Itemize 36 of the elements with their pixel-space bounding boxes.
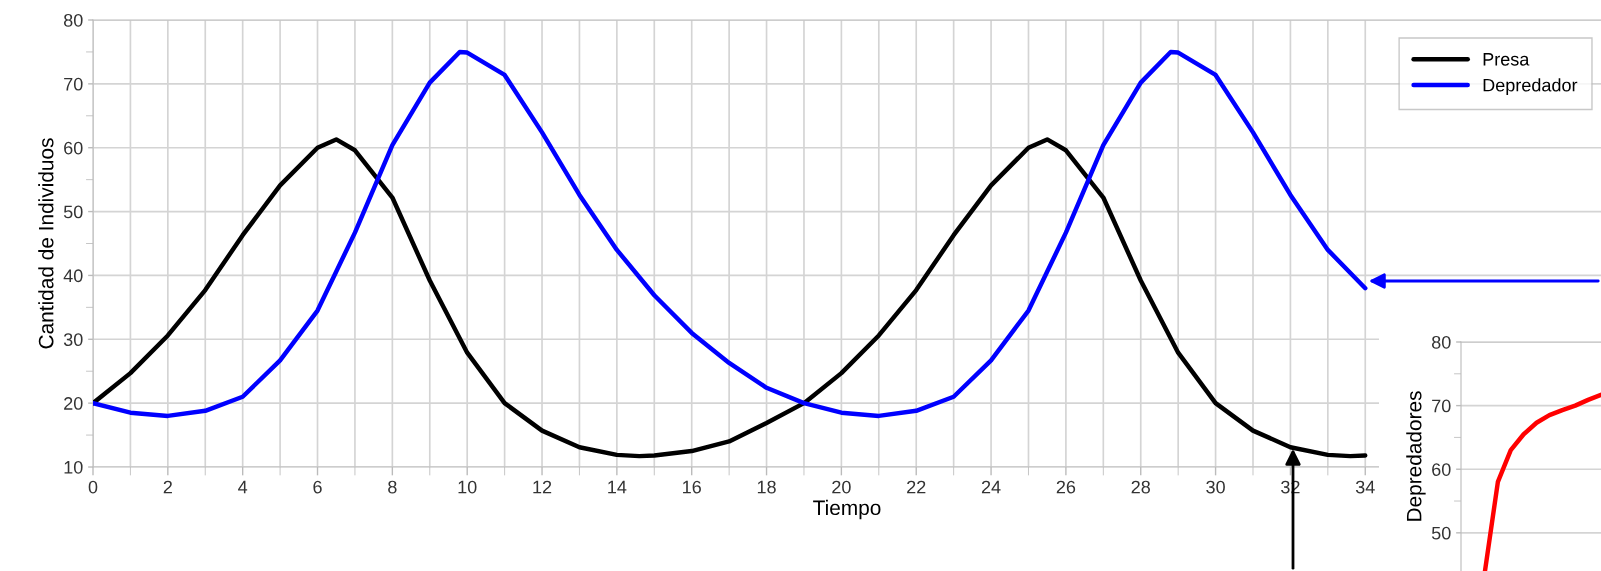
x-tick-label: 28	[1131, 480, 1150, 494]
y-tick-label: 70	[1432, 399, 1451, 413]
y-tick-label: 60	[1432, 463, 1451, 476]
legend-label: Depredador	[1483, 78, 1578, 96]
legend-label: Presa	[1483, 53, 1530, 66]
x-tick-label: 20	[832, 480, 851, 494]
line-series	[1482, 392, 1601, 571]
x-tick-label: 30	[1206, 480, 1225, 494]
y-tick-label: 30	[63, 333, 83, 347]
x-tick-label: 24	[981, 480, 1001, 494]
y-tick-label: 10	[64, 460, 83, 474]
y-tick-label: 40	[63, 269, 83, 283]
x-tick-label: 14	[608, 480, 627, 494]
y-axis-title: Cantidad de Individuos	[38, 138, 54, 349]
y-axis-title: Depredadores	[1406, 391, 1426, 521]
x-tick-label: 12	[533, 480, 552, 494]
x-tick-label: 8	[388, 480, 397, 494]
x-tick-label: 6	[313, 480, 322, 494]
y-tick-label: 50	[1431, 526, 1451, 540]
x-tick-label: 2	[163, 480, 172, 494]
y-tick-label: 80	[63, 13, 83, 27]
y-tick-label: 60	[64, 141, 83, 155]
y-tick-label: 20	[64, 397, 83, 410]
x-tick-label: 4	[238, 480, 248, 494]
x-tick-label: 18	[757, 480, 776, 494]
y-tick-label: 50	[63, 205, 83, 219]
x-tick-label: 22	[907, 480, 926, 494]
x-tick-label: 10	[458, 480, 477, 494]
x-axis-title: Tiempo	[813, 499, 881, 520]
x-tick-label: 34	[1355, 480, 1375, 494]
x-tick-label: 0	[88, 480, 98, 494]
line-series	[93, 49, 1368, 419]
x-tick-label: 26	[1056, 480, 1076, 494]
y-tick-label: 80	[1431, 335, 1451, 349]
y-tick-label: 70	[64, 77, 83, 91]
x-tick-label: 16	[683, 480, 701, 494]
